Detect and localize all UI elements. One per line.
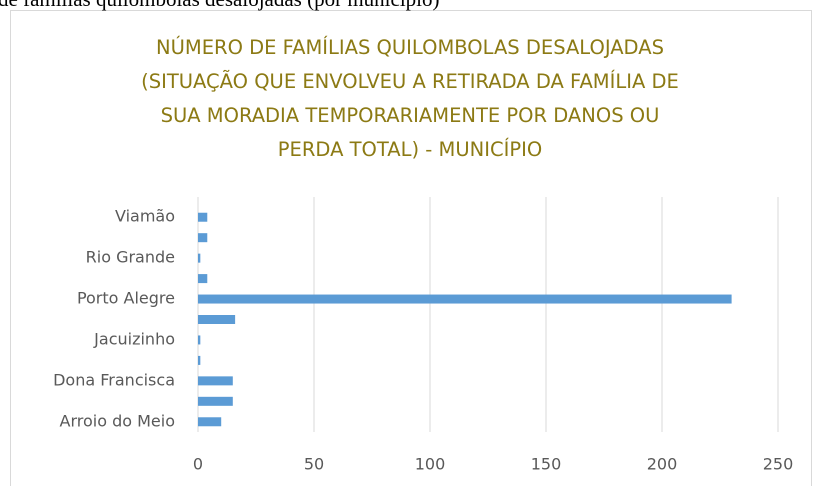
bar (198, 335, 201, 345)
y-tick-label: Arroio do Meio (60, 411, 176, 430)
y-tick-label: Porto Alegre (77, 289, 175, 308)
y-tick-label: Jacuizinho (93, 329, 175, 348)
x-tick-label: 200 (647, 455, 678, 474)
bar (198, 294, 732, 304)
bar (198, 376, 233, 386)
chart-frame (10, 10, 812, 486)
x-tick-label: 150 (531, 455, 562, 474)
bar (198, 253, 201, 263)
caption: de famílias quilombolas desalojadas (por… (0, 0, 439, 12)
y-tick-label: Rio Grande (86, 248, 175, 267)
bar (198, 212, 208, 222)
x-tick-label: 250 (763, 455, 794, 474)
x-tick-label: 0 (193, 455, 203, 474)
y-tick-label: Viamão (115, 207, 175, 226)
x-tick-label: 100 (415, 455, 446, 474)
y-tick-label: Dona Francisca (53, 370, 175, 389)
bar (198, 233, 208, 243)
bar (198, 274, 208, 284)
bar (198, 396, 233, 406)
x-tick-label: 50 (304, 455, 324, 474)
bar (198, 417, 222, 427)
chart-title: NÚMERO DE FAMÍLIAS QUILOMBOLAS DESALOJAD… (141, 36, 679, 161)
bar (198, 315, 236, 324)
bar (198, 355, 201, 365)
